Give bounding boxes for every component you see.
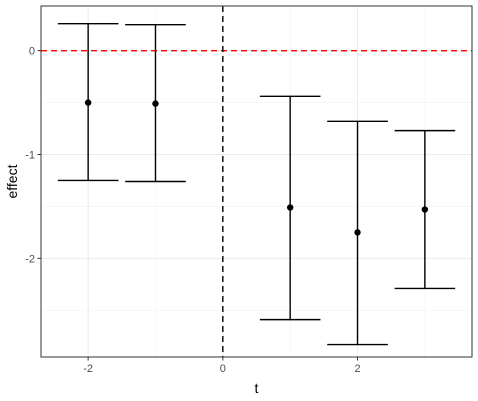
x-tick-label: 0 [220, 363, 226, 375]
point-estimate [152, 100, 159, 107]
panel-border [40, 5, 473, 358]
point-estimate [421, 206, 429, 213]
y-tick-label: 0 [29, 46, 35, 58]
x-axis-title: t [255, 380, 259, 396]
x-axis-ticks: -2 0 2 [83, 357, 361, 375]
x-tick-label: 2 [354, 363, 360, 375]
x-tick-label: -2 [83, 363, 93, 375]
point-estimate [84, 99, 92, 106]
y-tick-label: -1 [25, 150, 35, 162]
y-tick-label: -2 [25, 253, 35, 265]
y-axis-title: effect [4, 164, 20, 198]
y-axis-ticks: 0 -1 -2 [25, 46, 41, 265]
point-estimates [84, 99, 429, 236]
point-estimate [354, 229, 361, 236]
reference-lines [41, 6, 472, 357]
point-estimate [286, 204, 294, 211]
